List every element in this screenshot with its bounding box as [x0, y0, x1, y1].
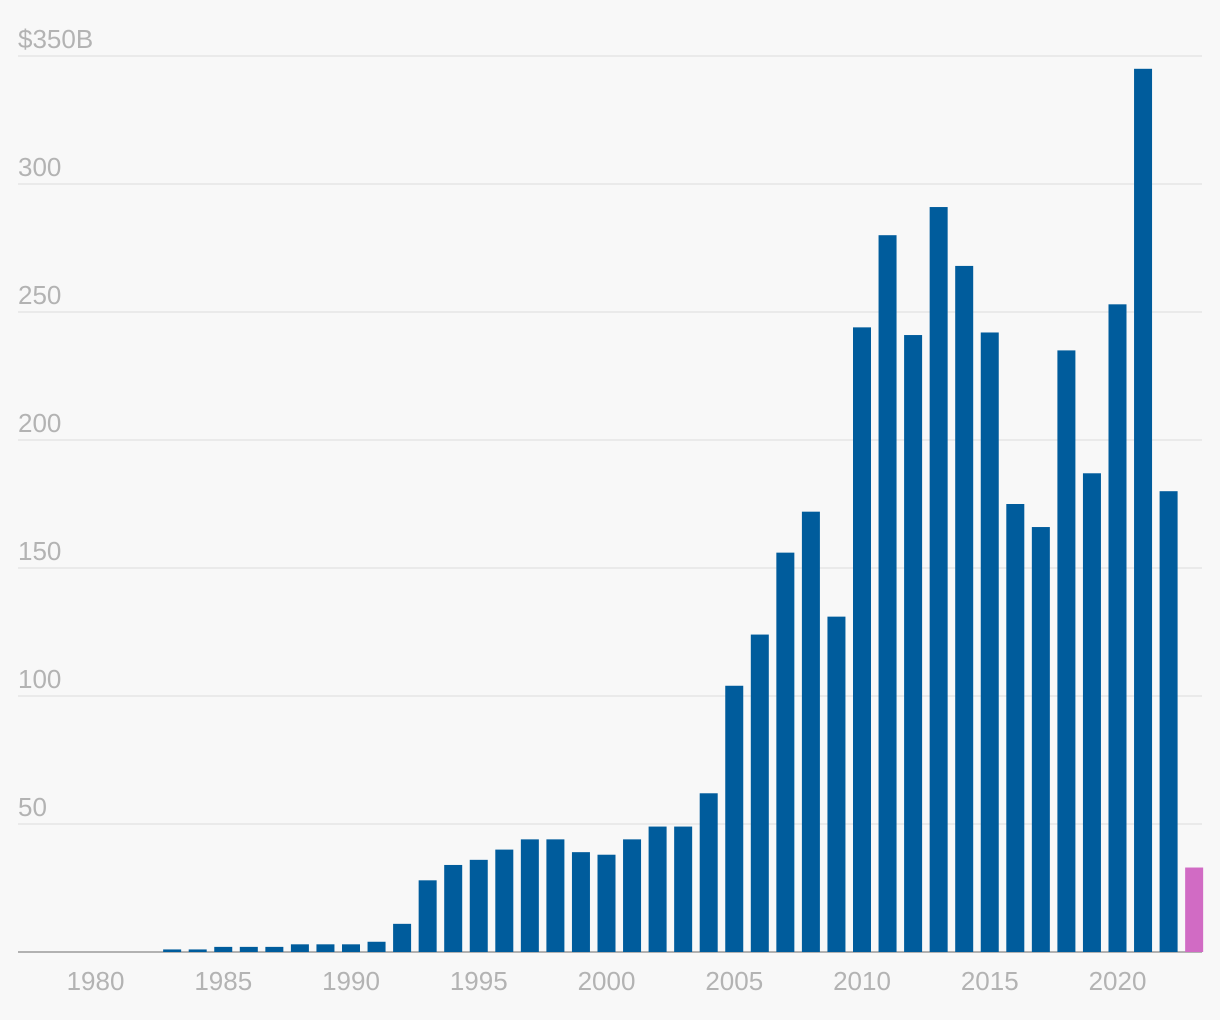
bar-1991: [367, 941, 386, 952]
bar-1983: [163, 949, 182, 952]
bar-1985: [214, 946, 233, 952]
bar-2007: [776, 552, 795, 952]
bar-1996: [495, 849, 514, 952]
bar-1994: [444, 864, 463, 952]
bar-2012: [904, 335, 923, 952]
x-tick-label: 2005: [705, 966, 763, 996]
y-tick-label: 250: [18, 280, 61, 310]
bar-2019: [1082, 473, 1101, 952]
bar-1995: [469, 859, 488, 952]
bar-2002: [648, 826, 667, 952]
bar-2022: [1159, 491, 1178, 952]
bar-2023: [1185, 867, 1204, 952]
bar-1986: [239, 946, 258, 952]
bar-2005: [725, 685, 744, 952]
bar-1988: [290, 944, 309, 952]
bar-2010: [853, 327, 871, 952]
gridlines: [18, 55, 1202, 953]
bar-1997: [520, 839, 539, 952]
y-tick-label: 300: [18, 152, 61, 182]
x-tick-label: 2015: [961, 966, 1019, 996]
bar-1999: [571, 852, 590, 952]
x-axis: 1980 1985 1990 1995 2000 2005 2010 2015 2020: [67, 966, 1147, 996]
y-tick-label: 50: [18, 792, 47, 822]
bar-1998: [546, 839, 565, 952]
x-tick-label: 2020: [1089, 966, 1147, 996]
bar-2018: [1057, 350, 1076, 952]
x-tick-label: 1995: [450, 966, 508, 996]
bar-2011: [878, 235, 897, 952]
bar-2000: [597, 854, 616, 952]
bar-2006: [750, 634, 769, 952]
bar-2021: [1134, 68, 1153, 953]
bars: [163, 68, 1204, 953]
bar-2015: [980, 332, 999, 953]
y-tick-label: $350B: [18, 24, 93, 54]
bar-1993: [418, 880, 437, 952]
bar-2001: [623, 839, 642, 952]
bar-2003: [674, 826, 693, 952]
bar-2008: [801, 511, 820, 952]
bar-1984: [188, 949, 207, 952]
bar-1992: [393, 923, 412, 952]
x-tick-label: 2010: [833, 966, 891, 996]
y-tick-label: 150: [18, 536, 61, 566]
x-tick-label: 1990: [322, 966, 380, 996]
bar-2014: [955, 265, 974, 952]
bar-1987: [265, 946, 284, 952]
bar-2020: [1108, 304, 1127, 952]
bar-2009: [827, 616, 846, 952]
bar-2004: [699, 793, 718, 952]
bar-1990: [342, 944, 360, 952]
y-axis: $350B 300 250 200 150 100 50: [18, 24, 93, 822]
bar-1989: [316, 944, 335, 952]
x-tick-label: 1980: [67, 966, 125, 996]
y-tick-label: 200: [18, 408, 61, 438]
x-tick-label: 2000: [578, 966, 636, 996]
bar-2013: [929, 207, 948, 953]
x-tick-label: 1985: [194, 966, 252, 996]
bar-2017: [1031, 527, 1050, 952]
y-tick-label: 100: [18, 664, 61, 694]
bar-2016: [1006, 504, 1025, 952]
